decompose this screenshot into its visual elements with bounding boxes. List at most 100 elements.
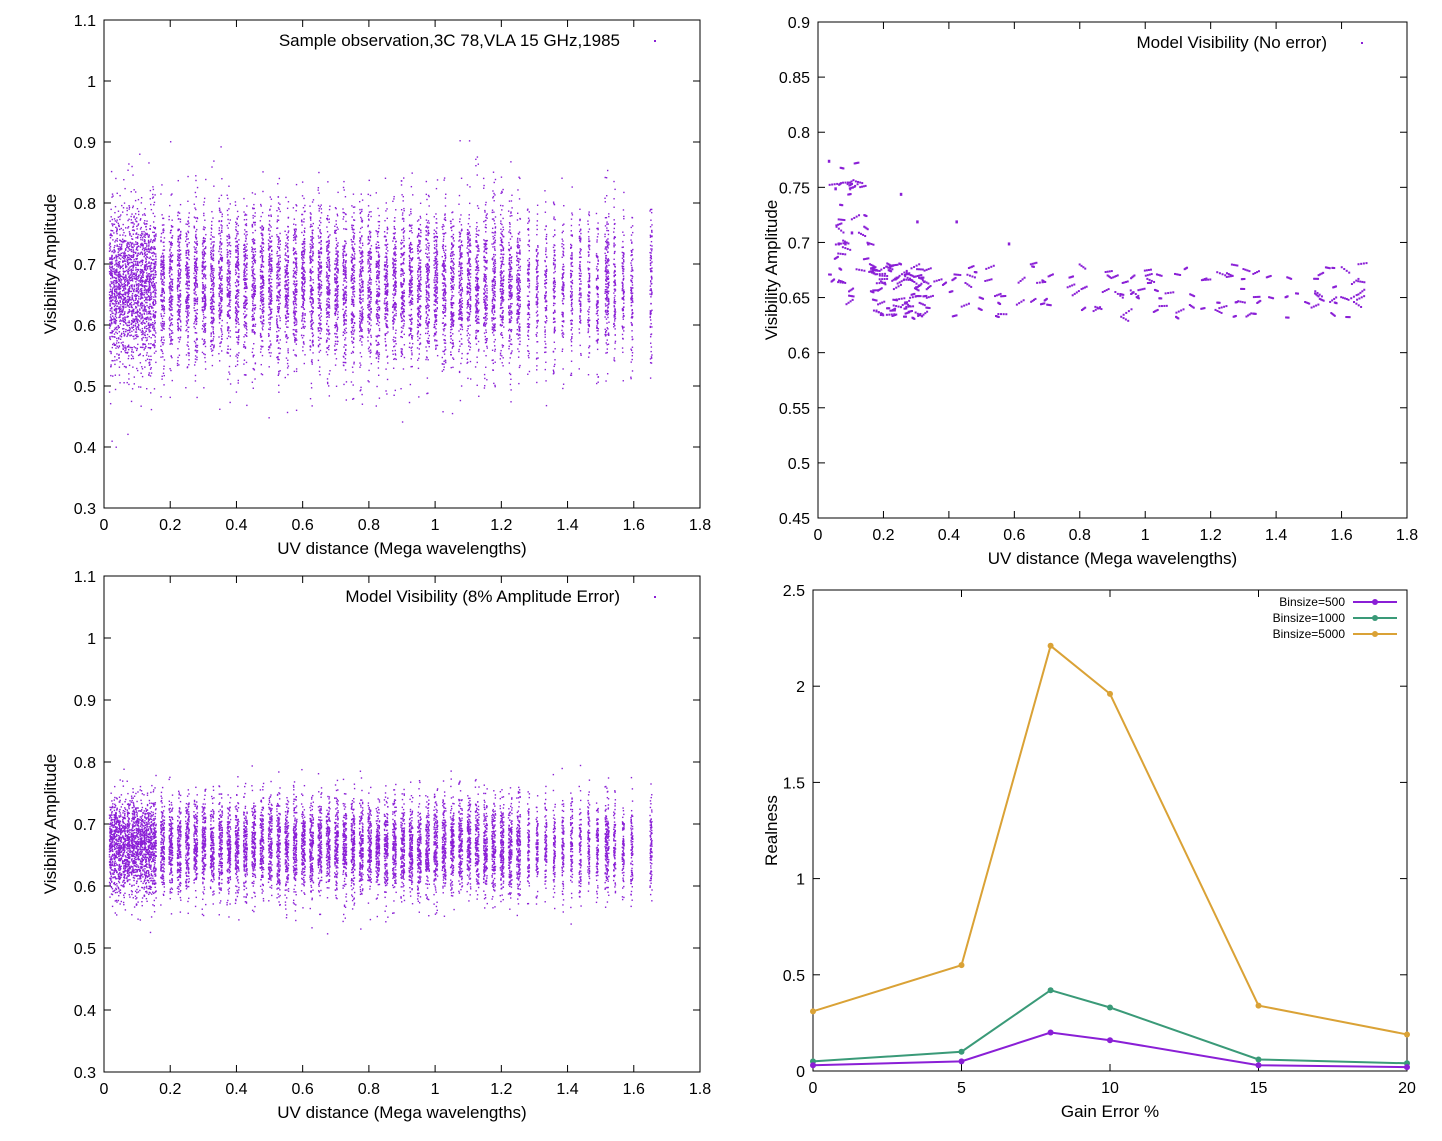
scatter-point (169, 254, 170, 255)
scatter-point (136, 316, 137, 317)
scatter-point (219, 248, 220, 249)
scatter-point (131, 331, 132, 332)
scatter-point (110, 324, 111, 325)
scatter-point (204, 328, 205, 329)
scatter-point (137, 287, 138, 288)
scatter-point (302, 262, 303, 263)
scatter-point (185, 311, 186, 312)
scatter-point (134, 286, 135, 287)
scatter-point (221, 338, 222, 339)
scatter-point (203, 353, 204, 354)
scatter-point (127, 296, 128, 297)
scatter-point (202, 321, 203, 322)
scatter-point (202, 273, 203, 274)
scatter-point (205, 323, 206, 324)
scatter-point (160, 313, 161, 314)
scatter-point (284, 248, 285, 249)
scatter-point (172, 237, 173, 238)
scatter-point (303, 341, 304, 342)
scatter-point (220, 146, 221, 147)
scatter-point (111, 330, 112, 331)
scatter-point (254, 216, 255, 217)
scatter-point (128, 300, 129, 301)
scatter-point (142, 275, 143, 276)
scatter-point (262, 234, 263, 235)
scatter-point (268, 333, 269, 334)
scatter-point (284, 266, 285, 267)
scatter-point (151, 324, 152, 325)
scatter-point (150, 249, 151, 250)
scatter-point (137, 309, 138, 310)
scatter-point (210, 335, 211, 336)
scatter-point (238, 264, 239, 265)
scatter-point (205, 246, 206, 247)
scatter-point (294, 248, 295, 249)
scatter-point (246, 225, 247, 226)
scatter-point (128, 205, 129, 206)
scatter-point (160, 240, 161, 241)
scatter-point (170, 194, 171, 195)
scatter-point (288, 282, 289, 283)
scatter-point (188, 319, 189, 320)
scatter-point (295, 310, 296, 311)
scatter-point (141, 314, 142, 315)
scatter-point (188, 306, 189, 307)
scatter-point (276, 287, 277, 288)
scatter-point (227, 345, 228, 346)
scatter-point (221, 178, 222, 179)
scatter-point (218, 233, 219, 234)
scatter-point (197, 187, 198, 188)
scatter-point (119, 244, 120, 245)
scatter-point (127, 346, 128, 347)
scatter-point (212, 290, 213, 291)
scatter-point (147, 359, 148, 360)
scatter-point (295, 294, 296, 295)
scatter-point (293, 322, 294, 323)
scatter-point (169, 301, 170, 302)
scatter-point (188, 217, 189, 218)
scatter-point (221, 291, 222, 292)
scatter-point (145, 226, 146, 227)
scatter-point (246, 273, 247, 274)
scatter-point (260, 256, 261, 257)
scatter-point (161, 283, 162, 284)
scatter-point (138, 292, 139, 293)
scatter-point (245, 240, 246, 241)
scatter-point (149, 365, 150, 366)
scatter-point (131, 255, 132, 256)
scatter-point (132, 239, 133, 240)
scatter-point (145, 337, 146, 338)
scatter-point (211, 271, 212, 272)
scatter-point (287, 374, 288, 375)
scatter-point (220, 242, 221, 243)
scatter-point (235, 285, 236, 286)
scatter-point (179, 319, 180, 320)
scatter-point (276, 320, 277, 321)
scatter-point (144, 282, 145, 283)
scatter-point (185, 268, 186, 269)
scatter-point (188, 359, 189, 360)
scatter-point (262, 171, 263, 172)
scatter-point (218, 353, 219, 354)
scatter-point (142, 309, 143, 310)
scatter-point (154, 253, 155, 254)
scatter-point (213, 283, 214, 284)
scatter-point (116, 258, 117, 259)
scatter-point (128, 294, 129, 295)
scatter-point (222, 334, 223, 335)
scatter-point (121, 253, 122, 254)
scatter-point (135, 269, 136, 270)
scatter-point (131, 314, 132, 315)
scatter-point (110, 305, 111, 306)
scatter-point (122, 234, 123, 235)
scatter-point (203, 296, 204, 297)
scatter-point (160, 356, 161, 357)
scatter-point (121, 248, 122, 249)
scatter-point (148, 324, 149, 325)
scatter-point (235, 307, 236, 308)
scatter-point (277, 306, 278, 307)
scatter-point (163, 307, 164, 308)
scatter-point (255, 287, 256, 288)
scatter-point (303, 262, 304, 263)
scatter-point (178, 273, 179, 274)
